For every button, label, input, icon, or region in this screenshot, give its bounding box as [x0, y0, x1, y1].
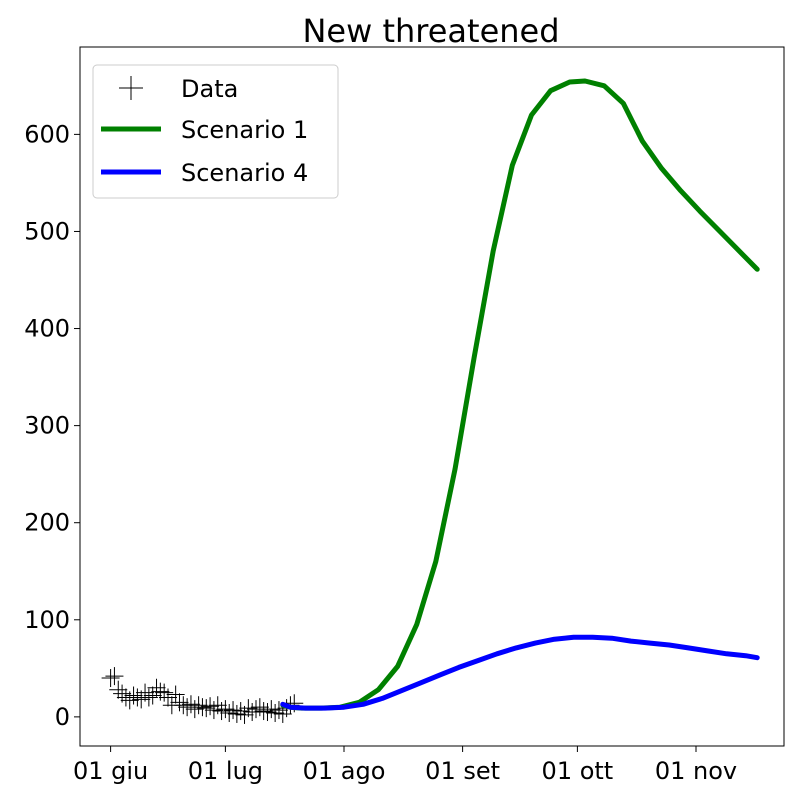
data-point — [120, 691, 139, 710]
data-point — [170, 693, 189, 712]
y-tick-label: 0 — [55, 703, 70, 731]
data-point — [258, 703, 277, 722]
data-point — [204, 701, 223, 720]
plot-area — [79, 46, 785, 747]
data-point — [101, 669, 120, 688]
data-point — [247, 700, 265, 719]
data-point — [132, 690, 151, 709]
x-tick-label: 01 ott — [542, 757, 614, 785]
data-point — [231, 702, 250, 721]
x-axis: 01 giu 01 lug 01 ago 01 set 01 ott 01 nov — [73, 746, 737, 785]
data-point — [155, 683, 174, 702]
y-tick-label: 500 — [24, 217, 70, 245]
legend-label-data: Data — [181, 75, 238, 103]
x-tick-label: 01 ago — [303, 757, 386, 785]
data-point — [109, 680, 128, 699]
y-tick-label: 400 — [24, 315, 70, 343]
data-point — [239, 699, 258, 718]
data-point — [105, 667, 124, 686]
y-axis: 0 100 200 300 400 500 600 — [24, 120, 80, 731]
data-point — [266, 703, 285, 722]
data-point — [201, 697, 220, 716]
series-data — [101, 667, 304, 724]
y-tick-label: 600 — [24, 120, 70, 148]
data-point — [235, 705, 254, 724]
data-point — [143, 686, 162, 705]
data-point — [220, 703, 239, 722]
data-point — [178, 698, 197, 717]
x-tick-label: 01 giu — [73, 757, 148, 785]
y-tick-label: 300 — [24, 412, 70, 440]
data-point — [197, 699, 216, 718]
data-point — [139, 688, 158, 707]
data-point — [136, 683, 155, 702]
series-line-scenario-4 — [280, 634, 760, 711]
legend: Data Scenario 1 Scenario 4 — [92, 64, 339, 199]
x-tick-label: 01 nov — [655, 757, 737, 785]
data-point — [181, 695, 200, 714]
data-point — [262, 700, 281, 719]
data-point — [250, 698, 269, 717]
data-point — [185, 700, 204, 719]
x-tick-label: 01 set — [425, 757, 500, 785]
legend-label-scenario-1: Scenario 1 — [181, 116, 308, 144]
legend-item-scenario-4: Scenario 4 — [101, 159, 308, 187]
data-point — [166, 685, 185, 704]
x-tick-label: 01 lug — [188, 757, 263, 785]
data-point — [212, 702, 231, 721]
data-point — [189, 696, 208, 715]
data-point — [224, 701, 243, 720]
data-point — [159, 688, 177, 707]
data-point — [193, 698, 212, 717]
legend-label-scenario-4: Scenario 4 — [181, 159, 308, 187]
data-point — [113, 684, 132, 703]
data-point — [243, 703, 262, 722]
series-layer — [101, 78, 760, 724]
y-tick-label: 200 — [24, 509, 70, 537]
legend-box — [92, 64, 339, 199]
legend-item-data: Data — [119, 75, 238, 103]
data-point — [147, 678, 166, 697]
data-point — [254, 702, 273, 721]
data-point — [174, 696, 193, 715]
data-point — [124, 686, 143, 705]
series-line-scenario-1 — [280, 78, 760, 711]
chart-title: New threatened — [302, 12, 559, 50]
data-point — [269, 701, 288, 720]
y-tick-label: 100 — [24, 606, 70, 634]
data-point — [227, 704, 246, 723]
data-point — [216, 700, 235, 719]
legend-item-scenario-1: Scenario 1 — [101, 116, 308, 144]
